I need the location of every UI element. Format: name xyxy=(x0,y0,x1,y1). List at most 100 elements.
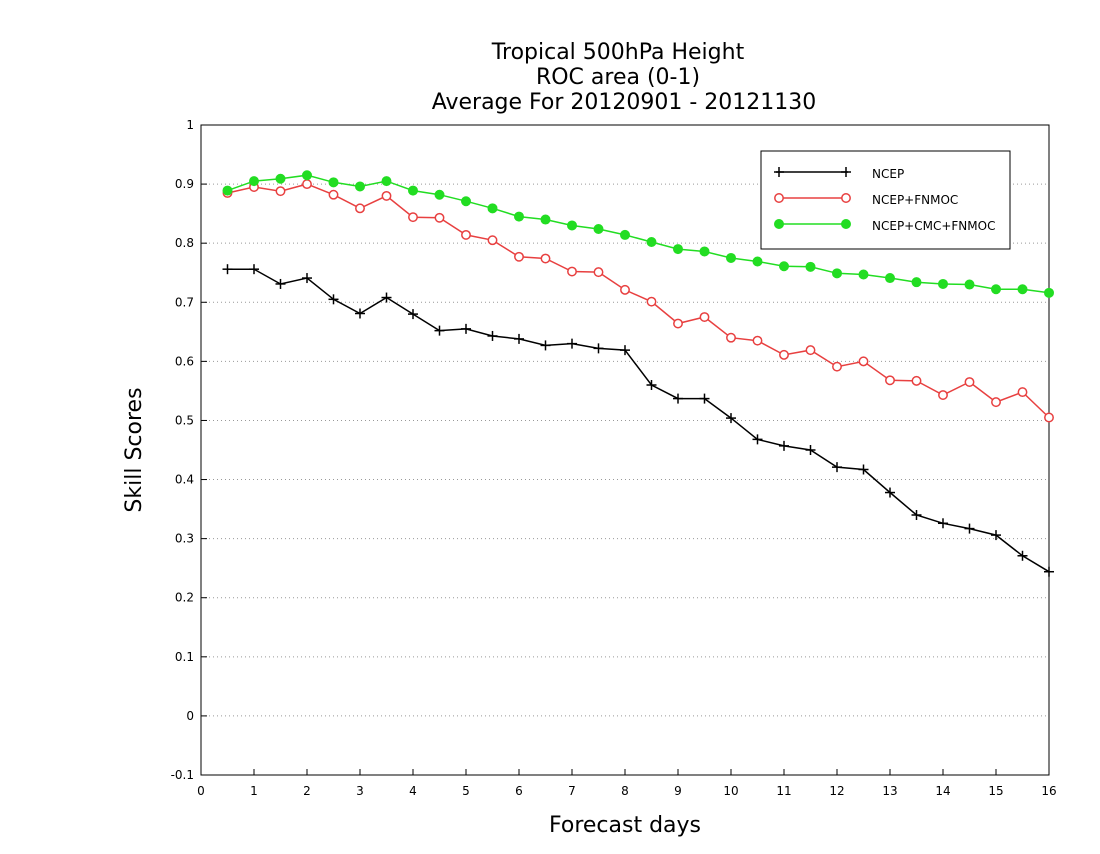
data-point-ncep xyxy=(726,413,736,424)
data-point-ncep xyxy=(461,323,471,334)
x-tick-label: 16 xyxy=(1041,784,1056,798)
data-point-ncep-cmc-fnmoc xyxy=(779,261,789,272)
data-point-ncep-cmc-fnmoc xyxy=(302,170,312,181)
data-point-ncep-cmc-fnmoc xyxy=(461,196,471,207)
data-point-ncep-fnmoc xyxy=(302,179,312,190)
legend-marker-ncep xyxy=(774,167,784,177)
data-point-ncep xyxy=(911,510,922,520)
data-point-ncep-cmc-fnmoc xyxy=(620,229,630,240)
data-point-ncep xyxy=(1044,566,1054,577)
data-point-ncep-fnmoc xyxy=(832,361,842,372)
data-point-ncep-fnmoc xyxy=(408,212,418,223)
data-point-ncep-fnmoc xyxy=(593,267,604,278)
x-tick-label: 3 xyxy=(356,784,364,798)
data-point-ncep-cmc-fnmoc xyxy=(540,214,551,225)
legend-label-ncep-fnmoc: NCEP+FNMOC xyxy=(872,193,958,207)
data-point-ncep-fnmoc xyxy=(911,375,922,386)
data-point-ncep xyxy=(355,308,365,319)
data-point-ncep-cmc-fnmoc xyxy=(699,246,710,257)
data-point-ncep-cmc-fnmoc xyxy=(275,173,286,184)
data-point-ncep xyxy=(805,445,816,455)
data-point-ncep-cmc-fnmoc xyxy=(752,256,763,267)
data-point-ncep-cmc-fnmoc xyxy=(805,261,816,272)
data-point-ncep-cmc-fnmoc xyxy=(434,189,445,200)
data-point-ncep-cmc-fnmoc xyxy=(487,203,498,214)
x-tick-label: 4 xyxy=(409,784,417,798)
series-ncep-cmc-fnmoc xyxy=(222,170,1054,298)
legend: NCEP NCEP+FNMOC NCEP+CMC+FNMOC xyxy=(760,150,1011,250)
y-tick-label: 0.9 xyxy=(175,177,194,191)
data-point-ncep-cmc-fnmoc xyxy=(991,284,1001,295)
x-tick-label: 5 xyxy=(462,784,470,798)
x-tick-label: 8 xyxy=(621,784,629,798)
data-point-ncep-fnmoc xyxy=(646,296,657,307)
y-tick-label: 0.7 xyxy=(175,295,194,309)
data-point-ncep-cmc-fnmoc xyxy=(885,273,895,284)
grid-layer xyxy=(201,183,1049,717)
legend-marker-ncep-cmc-fnmoc xyxy=(774,219,784,229)
data-point-ncep xyxy=(885,487,895,498)
x-tick-label: 14 xyxy=(935,784,950,798)
data-point-ncep xyxy=(302,273,312,284)
x-tick-label: 10 xyxy=(723,784,738,798)
legend-marker-ncep-fnmoc xyxy=(841,193,851,203)
data-point-ncep xyxy=(434,325,445,336)
y-tick-label: 0.4 xyxy=(175,473,194,487)
x-tick-label: 13 xyxy=(882,784,897,798)
x-tick-label: 6 xyxy=(515,784,523,798)
x-tick-label: 11 xyxy=(776,784,791,798)
legend-marks xyxy=(774,167,851,229)
data-point-ncep xyxy=(858,464,869,475)
series-ncep xyxy=(222,264,1054,577)
data-point-ncep xyxy=(832,462,842,473)
data-point-ncep-fnmoc xyxy=(991,397,1001,408)
data-point-ncep xyxy=(673,393,683,404)
y-tick-label: 0.6 xyxy=(175,354,194,368)
data-point-ncep-fnmoc xyxy=(434,212,445,223)
data-point-ncep xyxy=(514,333,524,344)
chart-title-line-3: Average For 20120901 - 20121130 xyxy=(432,90,817,115)
y-tick-label: 0.8 xyxy=(175,236,194,250)
data-point-ncep-cmc-fnmoc xyxy=(832,268,842,279)
data-point-ncep-cmc-fnmoc xyxy=(249,176,259,187)
data-point-ncep xyxy=(381,292,392,303)
data-point-ncep-fnmoc xyxy=(487,235,498,246)
data-point-ncep-fnmoc xyxy=(620,284,630,295)
y-tick-label: -0.1 xyxy=(171,768,194,782)
data-point-ncep-fnmoc xyxy=(885,375,895,386)
data-point-ncep-fnmoc xyxy=(779,349,789,360)
data-point-ncep xyxy=(779,440,789,451)
data-point-ncep xyxy=(699,393,710,404)
data-point-ncep xyxy=(222,264,233,275)
data-point-ncep-cmc-fnmoc xyxy=(593,224,604,234)
data-point-ncep-fnmoc xyxy=(699,312,710,322)
data-point-ncep-fnmoc xyxy=(328,189,339,200)
y-tick-label: 1 xyxy=(186,118,194,132)
data-point-ncep-cmc-fnmoc xyxy=(938,278,948,289)
legend-label-ncep-cmc-fnmoc: NCEP+CMC+FNMOC xyxy=(872,219,995,233)
data-point-ncep xyxy=(487,330,498,341)
data-point-ncep-cmc-fnmoc xyxy=(646,237,657,247)
y-tick-label: 0.5 xyxy=(175,413,194,427)
x-tick-label: 0 xyxy=(197,784,205,798)
data-point-ncep xyxy=(964,523,975,534)
legend-marker-ncep-cmc-fnmoc xyxy=(841,219,851,229)
data-point-ncep-fnmoc xyxy=(858,356,869,367)
x-tick-label: 9 xyxy=(674,784,682,798)
data-point-ncep xyxy=(540,340,551,351)
x-tick-label: 2 xyxy=(303,784,311,798)
data-point-ncep-fnmoc xyxy=(964,377,975,387)
data-point-ncep-cmc-fnmoc xyxy=(964,279,975,290)
data-point-ncep-fnmoc xyxy=(461,229,471,240)
data-point-ncep-fnmoc xyxy=(540,253,551,264)
data-point-ncep xyxy=(249,264,259,275)
chart-title-line-2: ROC area (0-1) xyxy=(536,65,700,90)
data-point-ncep-fnmoc xyxy=(355,203,365,214)
y-tick-label: 0.2 xyxy=(175,591,194,605)
data-point-ncep-cmc-fnmoc xyxy=(222,185,233,196)
data-point-ncep xyxy=(408,309,418,320)
data-point-ncep-cmc-fnmoc xyxy=(911,277,922,288)
y-tick-label: 0.3 xyxy=(175,532,194,546)
data-point-ncep-fnmoc xyxy=(1044,412,1054,423)
